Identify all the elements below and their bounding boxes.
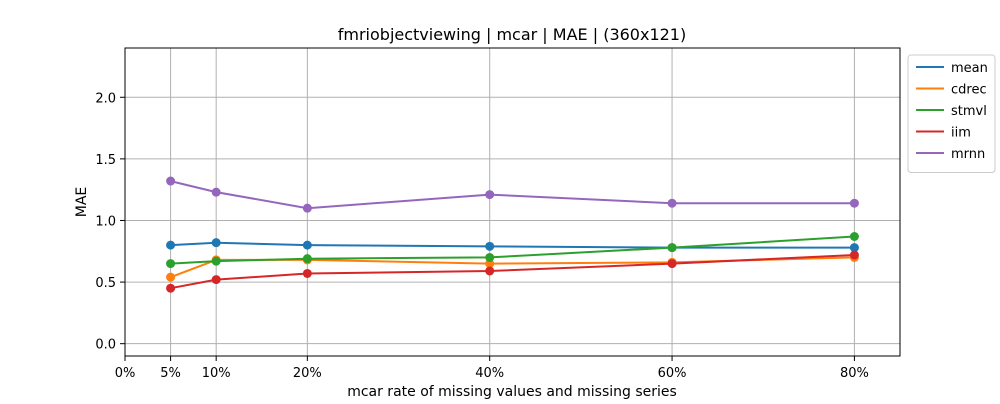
data-point-mrnn bbox=[667, 198, 677, 208]
data-point-mrnn bbox=[166, 176, 176, 186]
x-tick-label: 20% bbox=[293, 366, 322, 381]
data-point-stmvl bbox=[485, 252, 495, 262]
legend-box bbox=[907, 54, 996, 173]
legend: mean cdrec stmvl iim mrnn bbox=[907, 54, 996, 173]
data-point-mean bbox=[485, 241, 495, 251]
data-point-mrnn bbox=[849, 198, 859, 208]
x-tick-label: 40% bbox=[475, 366, 504, 381]
y-tick-label: 2.0 bbox=[95, 91, 116, 106]
chart-title: fmriobjectviewing | mcar | MAE | (360x12… bbox=[338, 25, 686, 44]
grid bbox=[125, 48, 900, 356]
data-point-stmvl bbox=[166, 259, 176, 269]
x-tick-label: 0% bbox=[115, 366, 136, 381]
data-point-iim bbox=[166, 283, 176, 293]
series-iim bbox=[166, 250, 859, 293]
y-axis-ticks: 0.0 0.5 1.0 1.5 2.0 bbox=[95, 91, 125, 353]
y-axis-label: MAE bbox=[74, 187, 90, 218]
data-point-mean bbox=[211, 238, 221, 248]
series-stmvl bbox=[166, 231, 859, 269]
series-line-mrnn bbox=[170, 180, 855, 210]
data-point-cdrec bbox=[485, 259, 495, 269]
series-line-mean bbox=[170, 241, 855, 249]
y-tick-label: 1.0 bbox=[95, 214, 116, 229]
x-tick-label: 5% bbox=[160, 366, 181, 381]
series-line-stmvl bbox=[170, 235, 855, 265]
series-mean bbox=[166, 238, 859, 253]
x-tick-label: 60% bbox=[658, 366, 687, 381]
data-point-iim bbox=[485, 266, 495, 276]
legend-item-iim: iim bbox=[916, 126, 971, 141]
series-mrnn bbox=[166, 176, 859, 213]
y-tick-label: 1.5 bbox=[95, 153, 116, 168]
data-point-mrnn bbox=[485, 190, 495, 200]
data-point-stmvl bbox=[211, 256, 221, 266]
legend-label: mrnn bbox=[951, 147, 985, 162]
data-point-iim bbox=[302, 268, 312, 278]
series-cdrec bbox=[166, 252, 859, 282]
legend-item-stmvl: stmvl bbox=[916, 104, 987, 119]
data-point-iim bbox=[849, 250, 859, 260]
x-axis-label: mcar rate of missing values and missing … bbox=[347, 384, 677, 400]
data-point-stmvl bbox=[302, 254, 312, 264]
series-layer bbox=[166, 176, 859, 293]
data-point-mean bbox=[302, 240, 312, 250]
data-point-iim bbox=[667, 259, 677, 269]
plot-frame bbox=[124, 47, 901, 357]
x-tick-label: 10% bbox=[202, 366, 231, 381]
legend-label: mean bbox=[951, 61, 988, 76]
data-point-mrnn bbox=[211, 187, 221, 197]
legend-label: iim bbox=[951, 126, 971, 141]
legend-item-mrnn: mrnn bbox=[916, 147, 985, 162]
data-point-stmvl bbox=[849, 231, 859, 241]
x-axis-ticks: 0% 5% 10% 20% 40% 60% 80% bbox=[115, 356, 869, 381]
data-point-stmvl bbox=[667, 243, 677, 253]
data-point-mean bbox=[166, 240, 176, 250]
legend-item-cdrec: cdrec bbox=[916, 83, 987, 98]
data-point-mean bbox=[849, 243, 859, 253]
legend-item-mean: mean bbox=[916, 61, 988, 76]
legend-label: stmvl bbox=[951, 104, 987, 119]
data-point-cdrec bbox=[166, 272, 176, 282]
legend-label: cdrec bbox=[951, 83, 987, 98]
data-point-mrnn bbox=[302, 203, 312, 213]
x-tick-label: 80% bbox=[840, 366, 869, 381]
series-line-iim bbox=[170, 254, 855, 290]
y-tick-label: 0.0 bbox=[95, 338, 116, 353]
y-tick-label: 0.5 bbox=[95, 276, 116, 291]
data-point-iim bbox=[211, 275, 221, 285]
